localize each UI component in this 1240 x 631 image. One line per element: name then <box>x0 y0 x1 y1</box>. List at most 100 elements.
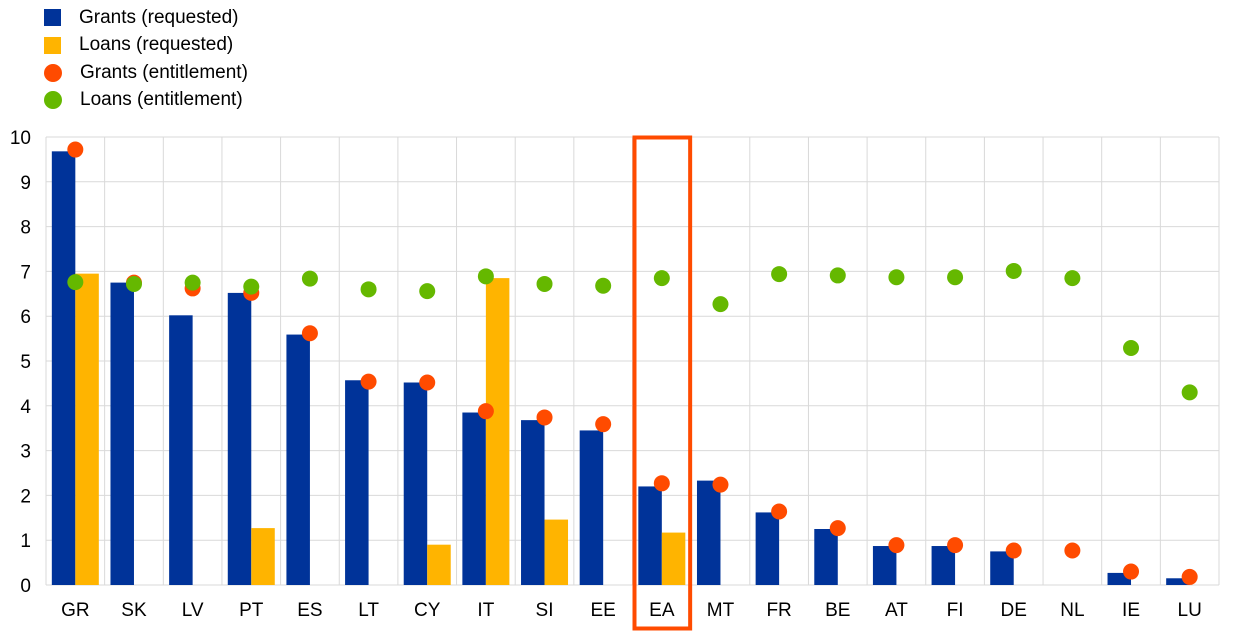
dot-loans-entitlement <box>125 275 142 292</box>
bar-grants-requested <box>110 282 134 585</box>
dot-grants-entitlement <box>536 409 553 426</box>
dot-loans-entitlement <box>947 269 964 286</box>
x-tick-label: LT <box>358 600 379 621</box>
bar-grants-requested <box>403 382 428 585</box>
bar-grants-requested <box>872 546 897 585</box>
legend-item-grants-entitlement: Grants (entitlement) <box>44 59 248 87</box>
bar-grants-requested <box>579 430 604 585</box>
dot-grants-entitlement <box>1005 542 1022 559</box>
bar-loans-requested <box>251 528 275 585</box>
dot-loans-entitlement <box>888 269 905 286</box>
dot-loans-entitlement <box>536 275 553 292</box>
x-tick-label: SK <box>121 600 147 621</box>
dot-loans-entitlement <box>301 270 318 287</box>
dot-loans-entitlement <box>1181 384 1198 401</box>
y-tick-label: 0 <box>20 576 31 597</box>
dot-loans-entitlement <box>1064 270 1081 287</box>
bar-grants-requested <box>696 480 721 585</box>
dot-loans-entitlement <box>653 270 670 287</box>
dot-loans-entitlement <box>595 277 612 294</box>
bar-loans-requested <box>544 519 569 585</box>
legend-item-grants-requested: Grants (requested) <box>44 4 248 32</box>
legend-item-loans-requested: Loans (requested) <box>44 32 248 60</box>
bar-grants-requested <box>462 412 486 585</box>
x-tick-label: LV <box>182 600 204 621</box>
bar-loans-requested <box>75 273 99 585</box>
y-tick-label: 10 <box>10 128 31 149</box>
dot-grants-entitlement <box>1123 563 1140 580</box>
dot-grants-entitlement <box>595 416 612 433</box>
x-tick-label: EE <box>590 600 615 621</box>
bar-grants-requested <box>345 380 369 585</box>
x-tick-label: AT <box>885 600 908 621</box>
legend-swatch-grants-requested <box>44 9 61 27</box>
x-tick-label: EA <box>649 600 675 621</box>
grid-lines <box>45 136 1220 586</box>
dot-grants-entitlement <box>360 373 377 390</box>
x-tick-label: IE <box>1122 600 1140 621</box>
bar-grants-requested <box>227 292 252 585</box>
dot-loans-entitlement <box>419 283 436 300</box>
x-tick-label: IT <box>477 600 494 621</box>
dot-grants-entitlement <box>1064 542 1081 559</box>
x-tick-label: PT <box>239 600 264 621</box>
dot-loans-entitlement <box>360 281 377 298</box>
chart-legend: Grants (requested) Loans (requested) Gra… <box>44 4 248 114</box>
y-tick-label: 2 <box>20 486 31 507</box>
y-tick-label: 7 <box>20 262 31 283</box>
bar-loans-requested <box>485 278 510 585</box>
bar-grants-requested <box>286 334 310 585</box>
y-tick-label: 9 <box>20 173 31 194</box>
dot-grants-entitlement <box>67 141 84 158</box>
dot-loans-entitlement <box>243 278 260 295</box>
bar-loans-requested <box>427 544 451 585</box>
x-tick-label: LU <box>1178 600 1202 621</box>
x-tick-label: FI <box>947 600 964 621</box>
x-tick-label: DE <box>1001 600 1027 621</box>
x-tick-label: ES <box>297 600 322 621</box>
dot-loans-entitlement <box>477 268 494 285</box>
bar-grants-requested <box>51 151 76 585</box>
y-tick-label: 3 <box>20 442 31 463</box>
dot-grants-entitlement <box>829 520 846 537</box>
legend-label-grants-entitlement: Grants (entitlement) <box>80 61 248 83</box>
bars <box>51 151 1190 585</box>
x-tick-label: GR <box>61 600 90 621</box>
y-tick-label: 5 <box>20 352 31 373</box>
x-tick-label: MT <box>707 600 735 621</box>
bar-grants-requested <box>169 315 193 585</box>
legend-item-loans-entitlement: Loans (entitlement) <box>44 87 248 115</box>
legend-label-loans-requested: Loans (requested) <box>79 34 234 56</box>
dot-grants-entitlement <box>712 476 729 493</box>
legend-swatch-loans-requested <box>44 36 61 54</box>
x-axis-tick-labels: GR SK LV PT ES LT CY IT SI EE EA MT FR BE AT FI DE NL IE LU <box>61 600 1202 621</box>
legend-dot-grants-entitlement <box>44 63 62 82</box>
highlight-box <box>632 135 693 631</box>
bar-grants-requested <box>638 486 662 585</box>
dot-loans-entitlement <box>771 266 788 283</box>
bar-grants-requested <box>1166 578 1190 585</box>
dot-loans-entitlement <box>67 274 84 291</box>
legend-label-loans-entitlement: Loans (entitlement) <box>80 89 243 111</box>
bar-loans-requested <box>661 532 686 585</box>
x-tick-label: SI <box>536 600 554 621</box>
bar-grants-requested <box>521 420 545 585</box>
dot-grants-entitlement <box>888 537 905 554</box>
dots <box>67 141 1198 585</box>
dot-grants-entitlement <box>771 503 788 520</box>
legend-label-grants-requested: Grants (requested) <box>79 6 239 28</box>
dot-grants-entitlement <box>947 537 964 554</box>
y-tick-label: 8 <box>20 218 31 239</box>
dot-loans-entitlement <box>829 267 846 284</box>
x-tick-label: NL <box>1060 600 1084 621</box>
y-tick-label: 1 <box>20 531 31 552</box>
x-tick-label: CY <box>414 600 441 621</box>
x-tick-label: BE <box>825 600 850 621</box>
dot-loans-entitlement <box>184 274 201 291</box>
bar-grants-requested <box>931 546 956 585</box>
bar-grants-requested <box>990 551 1014 585</box>
dot-grants-entitlement <box>653 475 670 492</box>
dot-loans-entitlement <box>1123 340 1140 357</box>
y-tick-label: 6 <box>20 307 31 328</box>
